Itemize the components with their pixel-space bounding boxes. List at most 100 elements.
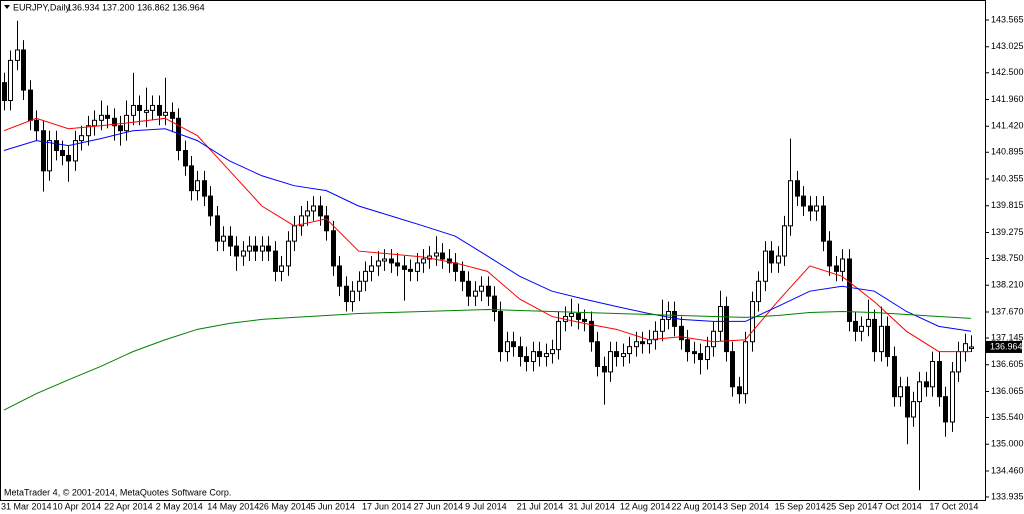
candle-body: [60, 150, 65, 156]
candle-body: [589, 320, 594, 343]
candle-body: [537, 351, 542, 358]
candle-body: [937, 361, 942, 398]
candle-body: [885, 325, 890, 358]
candle-body: [582, 318, 587, 322]
x-tick-label: 15 Sep 2014: [775, 501, 826, 511]
y-tick-label: 135.000: [991, 439, 1024, 449]
candle-body: [795, 180, 800, 197]
x-tick-label: 31 Jul 2014: [568, 501, 615, 511]
credit: MetaTrader 4, © 2001-2014, MetaQuotes So…: [4, 487, 231, 497]
candle-body: [763, 250, 768, 282]
candle-body: [943, 396, 948, 423]
candle-body: [357, 280, 362, 292]
x-tick-label: 2 May 2014: [156, 501, 203, 511]
x-tick-label: 25 Sep 2014: [826, 501, 877, 511]
candle-body: [866, 318, 871, 327]
candle-body: [34, 119, 39, 132]
y-tick-label: 137.670: [991, 306, 1024, 316]
candle-body: [892, 356, 897, 398]
candle-body: [286, 240, 291, 267]
candle-body: [337, 265, 342, 287]
candle-body: [859, 325, 864, 332]
candle-body: [479, 285, 484, 292]
y-tick-label: 136.065: [991, 386, 1024, 396]
candle-body: [602, 365, 607, 373]
candle-body: [776, 255, 781, 264]
candle-body: [215, 215, 220, 242]
candle-body: [350, 290, 355, 303]
x-tick-label: 22 Aug 2014: [671, 501, 722, 511]
candle-body: [311, 205, 316, 212]
candle-body: [86, 125, 91, 137]
candle-body: [569, 312, 574, 317]
candle-body: [705, 346, 710, 361]
candle-body: [814, 205, 819, 212]
candle-body: [183, 150, 188, 167]
candle-body: [518, 346, 523, 358]
candle-body: [382, 258, 387, 262]
x-tick-label: 17 Jun 2014: [362, 501, 412, 511]
candle-body: [170, 111, 175, 119]
candle-body: [853, 320, 858, 332]
y-tick-label: 137.145: [991, 332, 1024, 342]
candle-body: [905, 386, 910, 418]
candle-body: [318, 205, 323, 217]
candle-body: [847, 258, 852, 322]
plot-frame: [0, 0, 986, 501]
candle-body: [821, 205, 826, 242]
candle-body: [415, 262, 420, 272]
x-tick-label: 7 Oct 2014: [878, 501, 922, 511]
x-tick-label: 12 Aug 2014: [620, 501, 671, 511]
menu-triangle: [4, 5, 10, 9]
x-tick-label: 14 May 2014: [207, 501, 259, 511]
candle-body: [105, 114, 110, 119]
candle-body: [498, 310, 503, 353]
x-tick-label: 26 May 2014: [259, 501, 311, 511]
candle-body: [917, 381, 922, 403]
candle-body: [253, 245, 258, 252]
candle-body: [131, 104, 136, 116]
candle-body: [47, 140, 52, 172]
y-tick-label: 138.750: [991, 253, 1024, 263]
candle-body: [679, 325, 684, 341]
candle-body: [299, 215, 304, 227]
candle-body: [698, 353, 703, 361]
y-tick-label: 141.960: [991, 94, 1024, 104]
candle-body: [608, 351, 613, 373]
candle-body: [266, 245, 271, 252]
x-tick-label: 5 Jun 2014: [310, 501, 355, 511]
candle-body: [969, 346, 974, 349]
candle-body: [756, 280, 761, 303]
y-tick-label: 142.500: [991, 67, 1024, 77]
candle-body: [711, 330, 716, 348]
chart-subtitle: 136.934 137.200 136.862 136.964: [67, 2, 205, 12]
candle-body: [21, 49, 26, 91]
candle-body: [331, 230, 336, 267]
candle-body: [743, 341, 748, 395]
candle-body: [79, 135, 84, 142]
candle-body: [157, 104, 162, 116]
candle-body: [647, 339, 652, 345]
candle-body: [769, 250, 774, 264]
candle-body: [692, 351, 697, 355]
x-tick-label: 3 Sep 2014: [723, 501, 769, 511]
candle-body: [202, 180, 207, 197]
candle-body: [685, 339, 690, 353]
candle-body: [911, 401, 916, 418]
candle-body: [195, 180, 200, 192]
candle-body: [421, 258, 426, 264]
x-tick-label: 17 Oct 2014: [929, 501, 978, 511]
candle-body: [524, 356, 529, 363]
candle-body: [453, 262, 458, 272]
y-tick-label: 141.420: [991, 121, 1024, 131]
candle-body: [66, 154, 71, 162]
y-tick-label: 134.460: [991, 465, 1024, 475]
candle-body: [137, 104, 142, 111]
y-tick-label: 143.025: [991, 41, 1024, 51]
candle-body: [788, 180, 793, 227]
candle-body: [395, 262, 400, 267]
candle-body: [344, 285, 349, 303]
candle-body: [505, 341, 510, 353]
last-price-label: 136.964: [990, 341, 1023, 351]
